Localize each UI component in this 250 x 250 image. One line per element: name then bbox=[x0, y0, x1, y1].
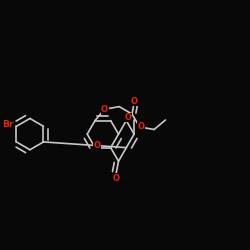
Text: O: O bbox=[112, 174, 119, 183]
Text: O: O bbox=[125, 113, 132, 122]
Text: O: O bbox=[94, 141, 101, 150]
Text: O: O bbox=[130, 96, 138, 106]
Text: O: O bbox=[137, 122, 144, 132]
Text: Br: Br bbox=[2, 120, 14, 129]
Text: O: O bbox=[101, 105, 108, 114]
